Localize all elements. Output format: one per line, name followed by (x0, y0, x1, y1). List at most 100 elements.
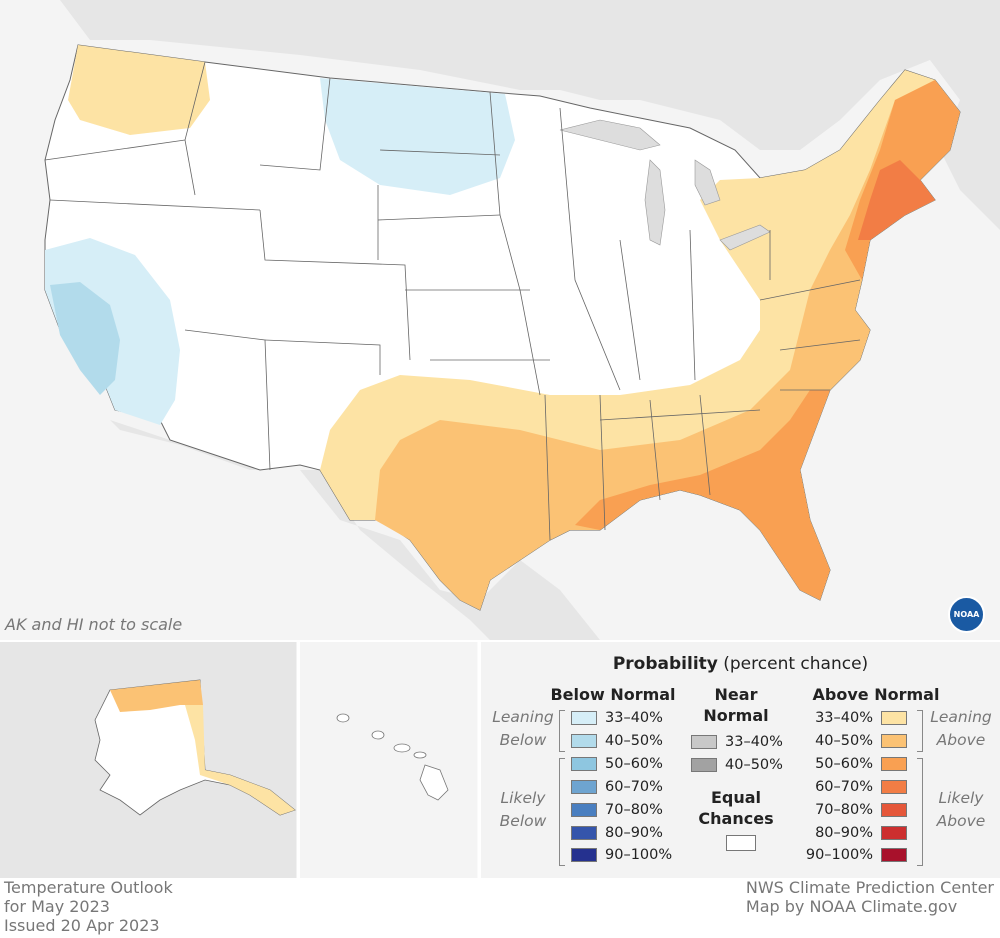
below-normal-swatch (571, 825, 597, 840)
above-normal-heading: Above Normal (812, 685, 940, 704)
below-normal-heading: Below Normal (550, 685, 676, 704)
below-normal-swatch (571, 779, 597, 794)
below-normal-row: 50–60% (571, 754, 663, 774)
below-normal-label: 33–40% (605, 710, 663, 726)
likely-below-line-2: Below (499, 812, 547, 830)
alaska-east-leaning-above (185, 705, 295, 815)
leaning-above-line-2: Above (936, 731, 986, 749)
likely-above-label: Likely Above (923, 787, 999, 833)
above-normal-swatch (881, 802, 907, 817)
leaning-below-line-1: Leaning (492, 708, 554, 726)
near-normal-swatch (691, 735, 717, 749)
above-normal-label: 50–60% (815, 755, 873, 772)
likely-below-bracket (559, 758, 565, 866)
below-normal-row: 90–100% (571, 845, 672, 865)
near-normal-label: 33–40% (725, 734, 783, 750)
below-normal-swatch (571, 711, 597, 725)
near-normal-swatch (691, 757, 717, 772)
below-normal-row: 60–70% (571, 777, 663, 797)
credit-center: NWS Climate Prediction Center (745, 878, 994, 897)
near-normal-heading-1: Near (714, 685, 758, 704)
above-normal-row: 80–90% (801, 823, 907, 843)
near-normal-row: 40–50% (691, 755, 783, 775)
leaning-below-label: Leaning Below (485, 706, 561, 752)
above-normal-swatch (881, 756, 907, 771)
leaning-above-label: Leaning Above (923, 706, 999, 752)
hawaii-islands (336, 713, 449, 801)
below-normal-label: 40–50% (605, 732, 663, 749)
above-normal-label: 80–90% (815, 824, 873, 841)
above-normal-swatch (881, 825, 907, 840)
lake-michigan (644, 159, 666, 246)
below-normal-label: 50–60% (605, 755, 663, 772)
footer-outlook-info: Temperature Outlook for May 2023 Issued … (4, 878, 173, 935)
above-normal-row: 40–50% (801, 731, 907, 751)
above-normal-row: 70–80% (801, 800, 907, 820)
below-normal-swatch (571, 733, 597, 748)
likely-below-line-1: Likely (500, 789, 546, 807)
below-normal-label: 70–80% (605, 801, 663, 818)
outlook-issued-date: Issued 20 Apr 2023 (4, 916, 160, 935)
above-normal-label: 60–70% (815, 778, 873, 795)
near-normal-heading-2: Normal (703, 706, 769, 725)
below-normal-row: 80–90% (571, 823, 663, 843)
above-normal-row: 90–100% (801, 845, 907, 865)
likely-above-line-2: Above (936, 812, 986, 830)
region-southeast-above-50-60 (575, 390, 830, 600)
likely-below-label: Likely Below (485, 787, 561, 833)
likely-above-line-1: Likely (938, 789, 984, 807)
below-normal-row: 70–80% (571, 800, 663, 820)
below-normal-label: 60–70% (605, 778, 663, 795)
region-california-below-40-50 (50, 282, 120, 395)
mexico-land (110, 420, 600, 640)
equal-chances-heading-2: Chances (698, 809, 774, 828)
hawaii-inset-background (300, 642, 478, 878)
alaska-north-above (110, 680, 203, 712)
above-normal-swatch (881, 733, 907, 748)
region-northwest-leaning-above (68, 45, 210, 135)
legend-title: Probability (percent chance) (481, 654, 1000, 674)
near-normal-label: 40–50% (725, 756, 783, 773)
below-normal-swatch (571, 802, 597, 817)
leaning-below-bracket (559, 710, 565, 752)
below-normal-label: 80–90% (605, 824, 663, 841)
above-normal-swatch (881, 711, 907, 725)
equal-chances-heading-1: Equal (710, 788, 762, 807)
above-normal-row: 50–60% (801, 754, 907, 774)
map-scale-note: AK and HI not to scale (5, 615, 183, 634)
leaning-above-bracket (917, 710, 923, 752)
below-normal-swatch (571, 756, 597, 771)
leaning-below-line-2: Below (499, 731, 547, 749)
legend-panel: Probability (percent chance) Below Norma… (481, 642, 1000, 878)
above-normal-label: 33–40% (815, 710, 873, 726)
above-normal-label: 70–80% (815, 801, 873, 818)
legend-title-bold: Probability (612, 654, 718, 674)
above-normal-swatch (881, 848, 907, 863)
region-northern-plains-leaning-below (320, 78, 515, 195)
below-normal-swatch (571, 848, 597, 863)
near-normal-row: 33–40% (691, 732, 783, 752)
above-normal-row: 60–70% (801, 777, 907, 797)
below-normal-row: 33–40% (571, 708, 663, 728)
state-boundaries (44, 61, 861, 541)
equal-chances-swatch (726, 835, 756, 851)
outlook-title: Temperature Outlook (4, 878, 173, 897)
region-newengland-above-60-70 (858, 160, 935, 240)
below-normal-label: 90–100% (605, 847, 673, 864)
lake-huron (694, 159, 721, 206)
credit-map: Map by NOAA Climate.gov (745, 897, 958, 916)
below-normal-row: 40–50% (571, 731, 663, 751)
likely-above-bracket (917, 758, 923, 866)
above-normal-label: 90–100% (805, 847, 873, 864)
lake-superior (559, 119, 661, 151)
noaa-logo: NOAA (948, 596, 985, 633)
footer-credits: NWS Climate Prediction Center Map by NOA… (746, 878, 994, 916)
above-normal-row: 33–40% (801, 708, 907, 728)
outlook-period: for May 2023 (4, 897, 110, 916)
above-normal-label: 40–50% (815, 732, 873, 749)
above-normal-swatch (881, 779, 907, 794)
legend-title-rest: (percent chance) (717, 654, 869, 674)
leaning-above-line-1: Leaning (930, 708, 992, 726)
canada-land (60, 0, 1000, 230)
